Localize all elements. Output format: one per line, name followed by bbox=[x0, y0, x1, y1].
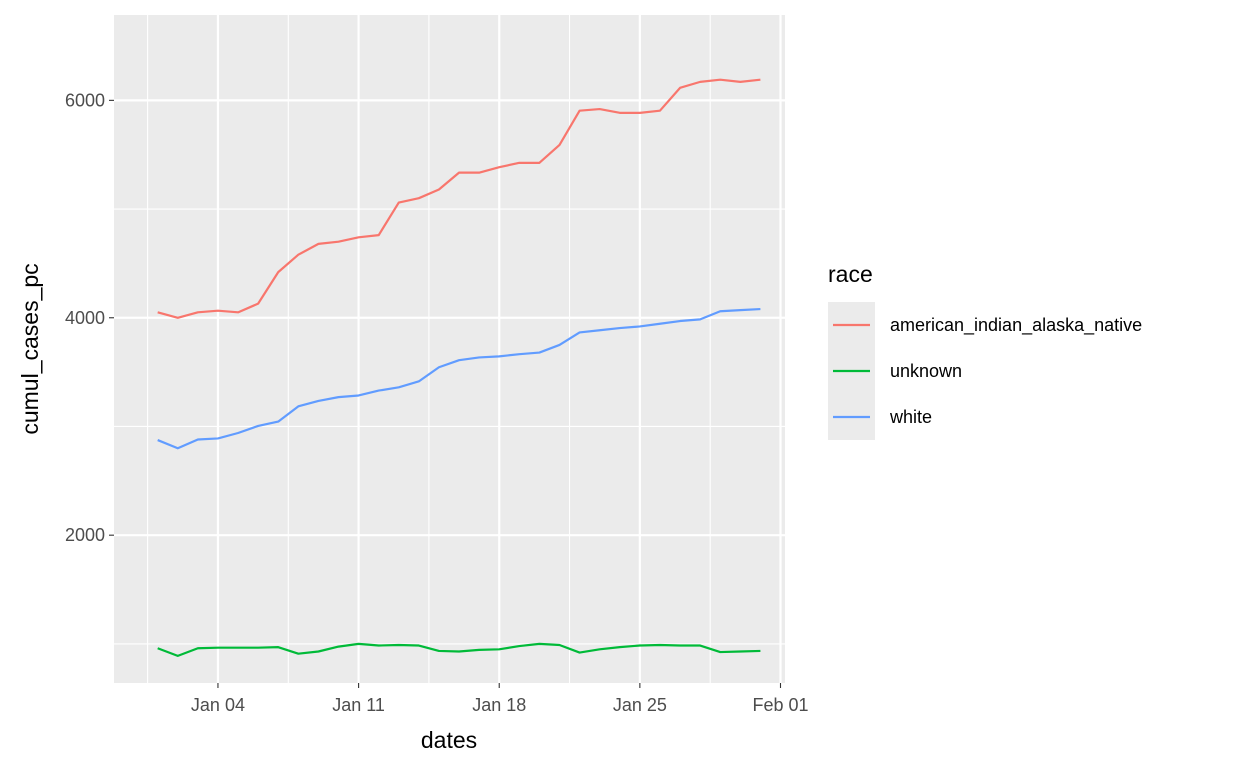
x-tick-label: Jan 25 bbox=[613, 695, 667, 715]
x-axis-title: dates bbox=[421, 727, 477, 753]
y-tick-label: 2000 bbox=[65, 525, 105, 545]
legend-label: unknown bbox=[890, 361, 962, 381]
y-tick-label: 4000 bbox=[65, 308, 105, 328]
y-axis: 2000 4000 6000 bbox=[65, 90, 114, 545]
y-axis-title: cumul_cases_pc bbox=[17, 263, 43, 434]
x-tick-label: Feb 01 bbox=[752, 695, 808, 715]
major-gridlines bbox=[114, 15, 785, 683]
series-line-white bbox=[157, 307, 761, 450]
legend-label: american_indian_alaska_native bbox=[890, 315, 1142, 336]
x-tick-label: Jan 11 bbox=[332, 695, 385, 715]
series-line-unknown bbox=[157, 642, 761, 657]
y-tick-label: 6000 bbox=[65, 90, 105, 110]
legend-label: white bbox=[889, 407, 932, 427]
legend: race american_indian_alaska_nativeunknow… bbox=[828, 261, 1142, 440]
x-tick-label: Jan 18 bbox=[472, 695, 526, 715]
legend-title: race bbox=[828, 261, 873, 287]
x-tick-label: Jan 04 bbox=[191, 695, 245, 715]
plot-panel bbox=[114, 15, 785, 683]
series-line-american-indian-alaska-native bbox=[157, 78, 761, 319]
series-lines bbox=[157, 78, 761, 657]
x-axis: Jan 04 Jan 11 Jan 18 Jan 25 Feb 01 bbox=[191, 683, 809, 715]
